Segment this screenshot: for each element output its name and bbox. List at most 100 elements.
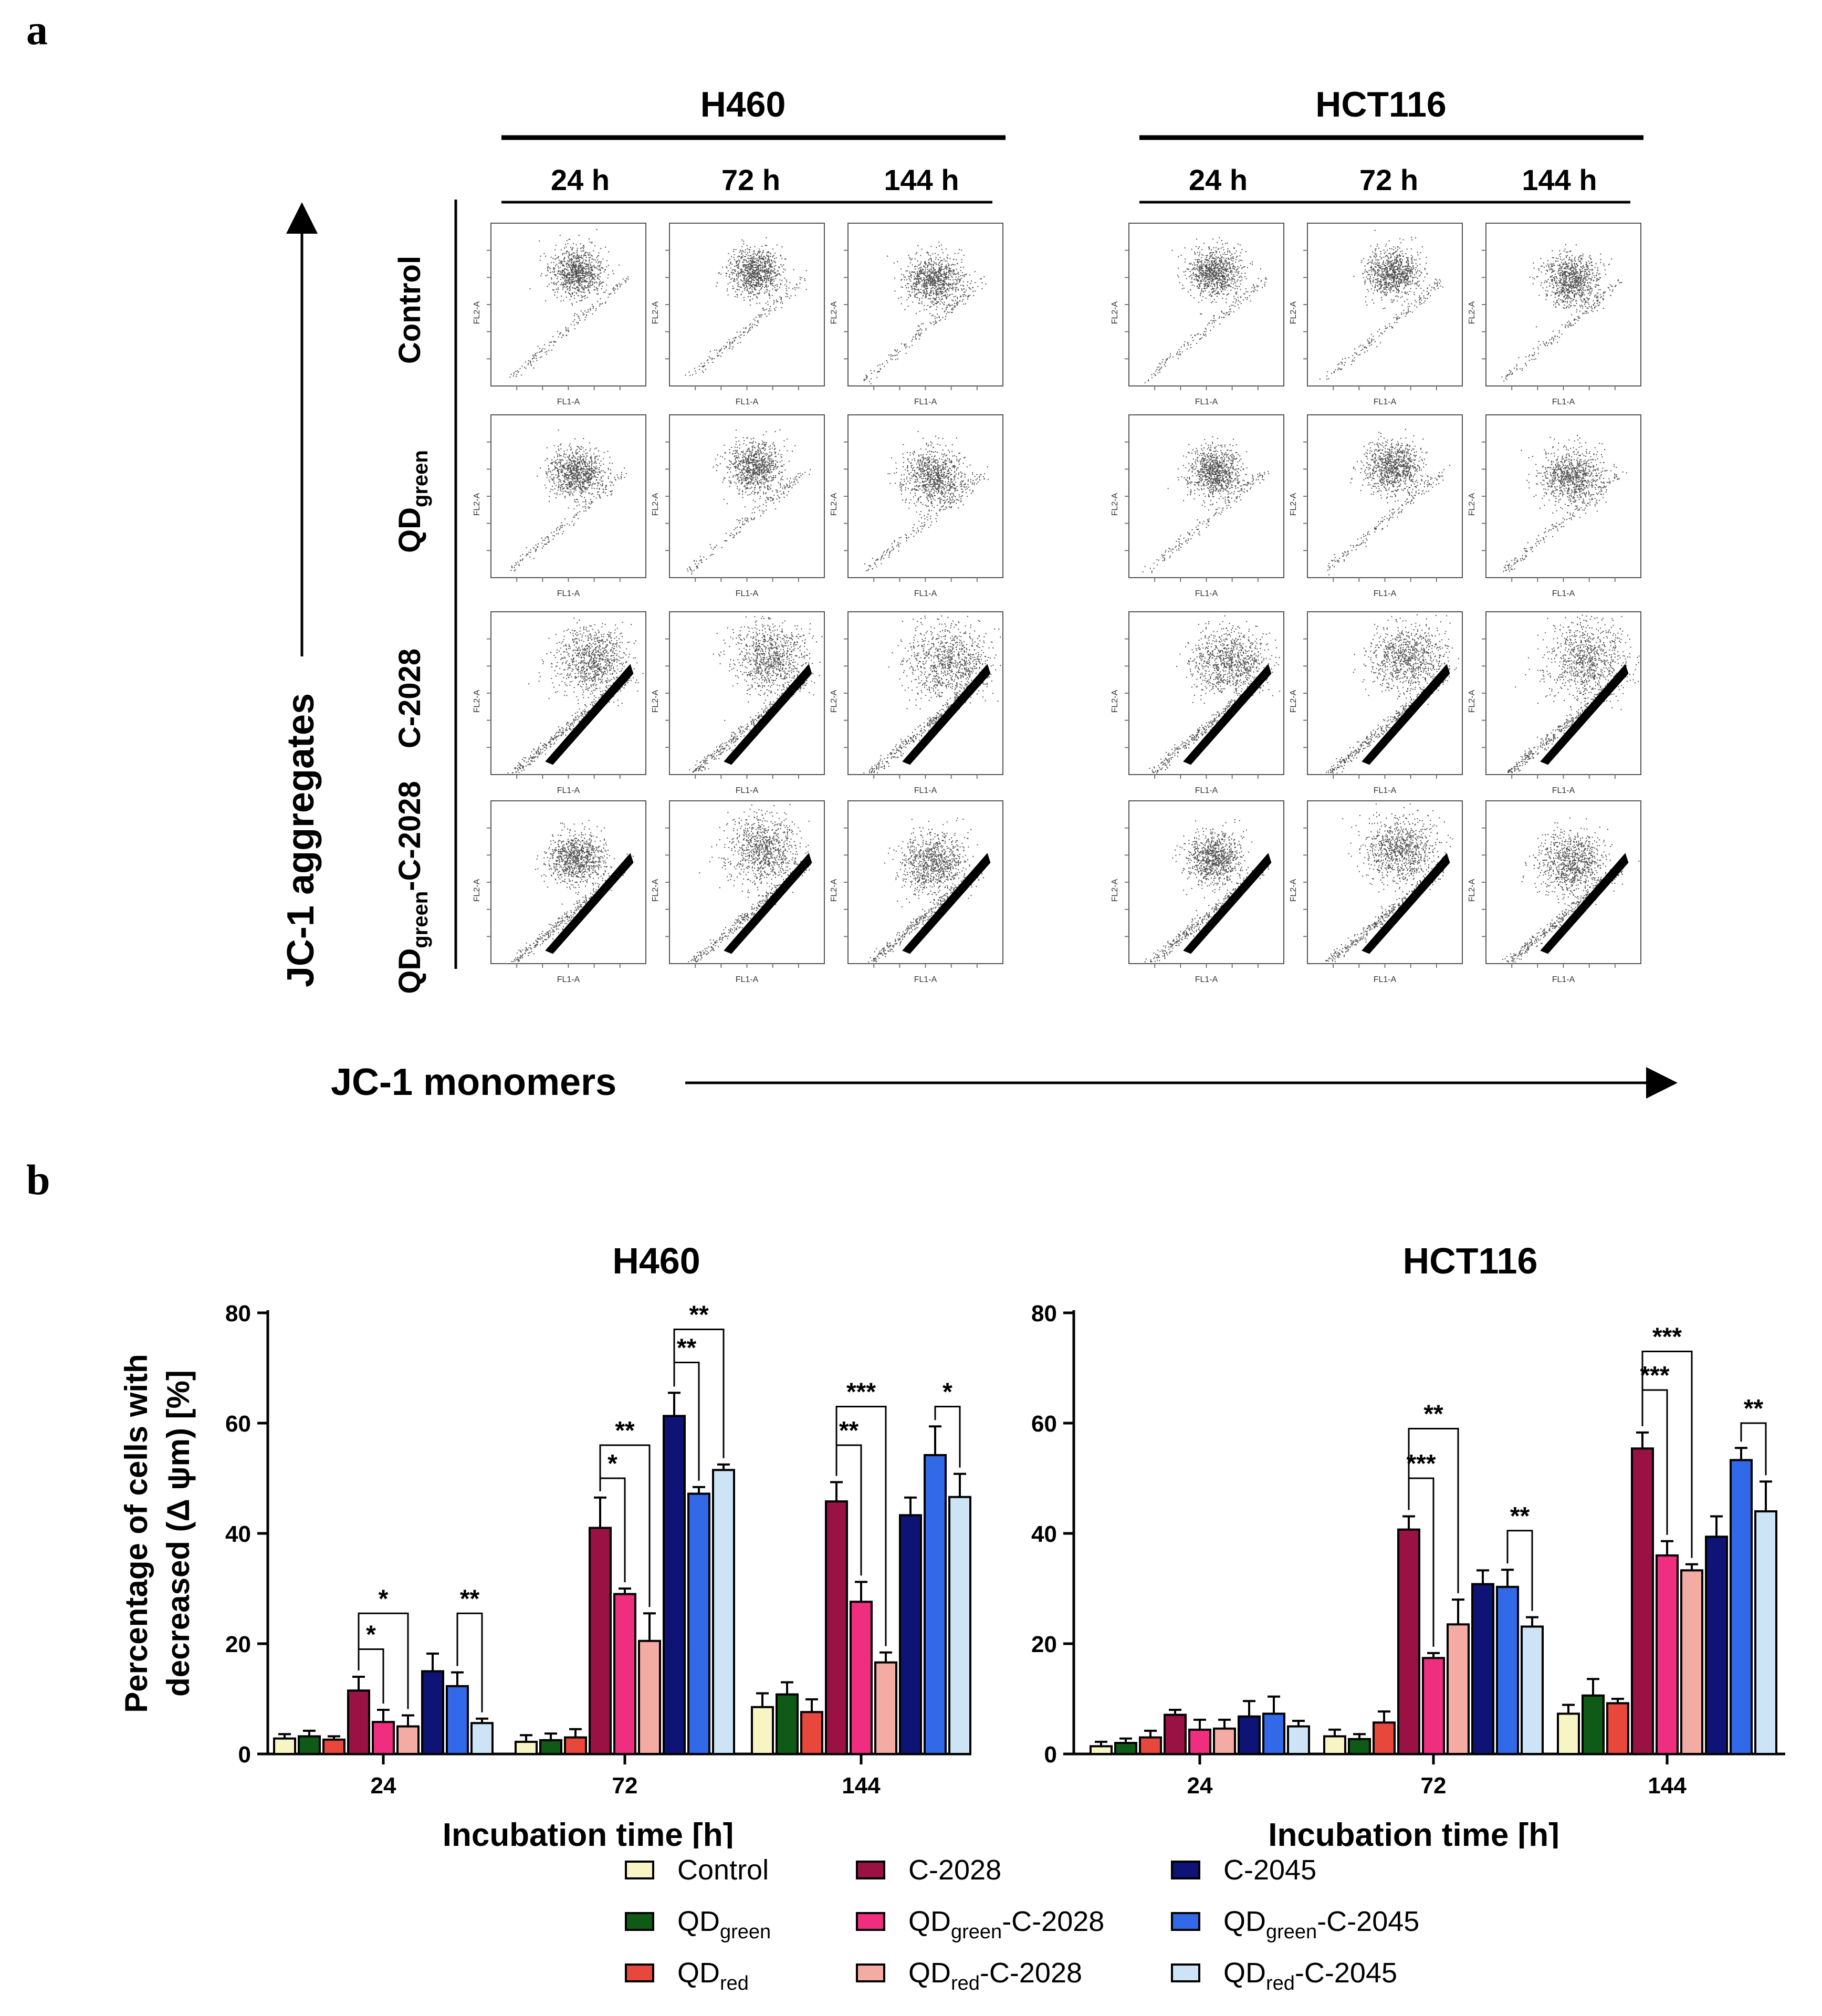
bar [1680, 1569, 1703, 1755]
bar [539, 1739, 562, 1755]
bar [776, 1693, 799, 1755]
plot-x-label: FL1-A [557, 398, 580, 406]
plot-y-label: FL2-A [1289, 690, 1298, 713]
plot-y-label: FL2-A [1111, 301, 1119, 324]
row-label: QDgreen-C-2028 [393, 781, 432, 994]
bar [421, 1670, 444, 1755]
row-label: Control [393, 256, 427, 364]
significance-stars: ** [1423, 1401, 1443, 1428]
plot-x-label: FL1-A [736, 975, 759, 984]
significance-stars: ** [839, 1417, 859, 1445]
plot-y-label: FL2-A [1468, 879, 1477, 902]
y-tick-label: 0 [238, 1742, 251, 1768]
x-tick-label: 24 [1187, 1773, 1213, 1799]
y-tick-label: 0 [1044, 1742, 1057, 1768]
significance-stars: *** [1406, 1450, 1436, 1478]
scatter-dots [1144, 237, 1268, 383]
row-label: C-2028 [393, 649, 427, 748]
diagonal-band [1183, 853, 1272, 954]
scatter-plot: FL1-A FL2-A [1289, 414, 1463, 598]
plot-x-label: FL1-A [1195, 975, 1218, 984]
bar [446, 1685, 469, 1755]
scatter-plot: FL1-A FL2-A [1468, 223, 1641, 406]
scatter-plot: FL1-A FL2-A [651, 611, 825, 795]
legend-swatch [856, 1963, 885, 1982]
diagonal-band [724, 664, 812, 765]
plot-x-label: FL1-A [1552, 589, 1575, 598]
scatter-dots [686, 429, 811, 574]
row-label: QDgreen [393, 450, 432, 553]
time-label: 72 h [721, 163, 780, 196]
legend-swatch [856, 1912, 885, 1931]
plot-x-label: FL1-A [1374, 398, 1397, 406]
bar [825, 1500, 848, 1755]
plot-frame [847, 611, 1003, 775]
bar [273, 1737, 296, 1755]
plot-y-label: FL2-A [1289, 301, 1298, 324]
bar [1287, 1725, 1310, 1755]
x-axis-title: Incubation time [h] [443, 1817, 734, 1848]
cell-line-title: HCT116 [1315, 85, 1446, 124]
plot-x-label: FL1-A [1374, 975, 1397, 984]
x-tick-label: 144 [1648, 1773, 1687, 1799]
plot-frame [669, 800, 825, 964]
y-tick-label: 20 [1031, 1632, 1057, 1657]
x-tick-label: 72 [1421, 1773, 1447, 1799]
plot-frame [490, 611, 646, 775]
scatter-dots [510, 430, 627, 571]
significance-bracket [673, 1329, 725, 1458]
diagonal-band [724, 853, 812, 954]
significance-bracket [456, 1612, 483, 1712]
time-label: 24 h [551, 163, 610, 196]
scatter-plot: FL1-A FL2-A [830, 611, 1003, 795]
significance-stars: ** [460, 1585, 480, 1613]
panel-b-label: b [26, 1156, 50, 1204]
legend-label: QDgreen [677, 1906, 771, 1943]
plot-y-label: FL2-A [1289, 879, 1298, 902]
significance-bracket [1408, 1428, 1459, 1593]
plot-frame [1128, 414, 1284, 578]
plot-frame [1485, 223, 1641, 387]
bar [1188, 1728, 1211, 1756]
significance-bracket [358, 1612, 409, 1709]
plot-x-label: FL1-A [1195, 786, 1218, 795]
scatter-plot: FL1-A FL2-A [830, 414, 1003, 598]
bar [564, 1736, 587, 1755]
plot-y-label: FL2-A [473, 493, 481, 516]
significance-bracket [1506, 1530, 1533, 1611]
plot-x-label: FL1-A [1552, 398, 1575, 406]
bar [1582, 1694, 1605, 1755]
scatter-plot: FL1-A FL2-A [1111, 800, 1284, 984]
scatter-plot: FL1-A FL2-A [473, 800, 646, 984]
bar [1262, 1712, 1285, 1755]
chart-legend: Control QDgreen QDred C-2028 QDgreen-C-2028 Q… [625, 1854, 1517, 2011]
legend-swatch [1171, 1861, 1200, 1879]
y-tick-label: 80 [225, 1301, 251, 1326]
plot-y-label: FL2-A [1111, 690, 1119, 713]
plot-frame [1307, 611, 1463, 775]
chart-title: HCT116 [1403, 1240, 1538, 1281]
plot-y-label: FL2-A [830, 879, 839, 902]
scatter-dots [511, 820, 634, 962]
bar [874, 1661, 897, 1756]
scatter-dots [688, 804, 811, 963]
significance-stars: ** [1744, 1395, 1764, 1423]
bar [372, 1721, 395, 1755]
plot-frame [1128, 223, 1284, 387]
diagonal-band [545, 853, 634, 954]
plot-x-label: FL1-A [1195, 398, 1218, 406]
legend-label: QDgreen-C-2045 [1223, 1906, 1420, 1943]
plot-frame [1307, 414, 1463, 578]
plot-x-label: FL1-A [1195, 589, 1218, 598]
bar [613, 1593, 636, 1755]
bar [924, 1454, 947, 1755]
plot-y-label: FL2-A [473, 301, 481, 324]
scatter-dots [1325, 803, 1453, 962]
bar [1238, 1715, 1261, 1755]
significance-stars: *** [846, 1378, 876, 1406]
bar [347, 1689, 370, 1755]
legend-item: Control [625, 1854, 769, 1886]
plot-x-label: FL1-A [557, 589, 580, 598]
diagonal-band [902, 853, 991, 954]
